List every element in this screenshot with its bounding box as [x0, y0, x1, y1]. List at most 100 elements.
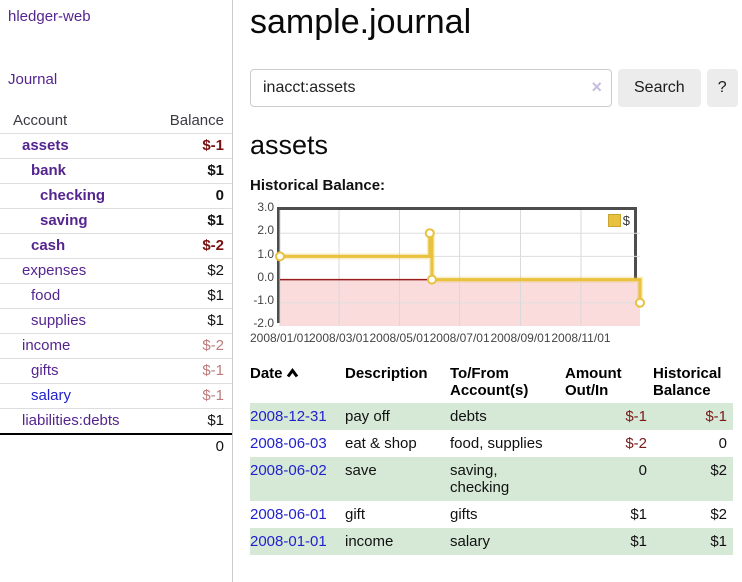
transaction-date-cell: 2008-06-03 — [250, 430, 345, 457]
y-axis-tick: 2.0 — [257, 223, 274, 238]
transaction-description-cell: gift — [345, 506, 366, 524]
page-title: sample.journal — [250, 3, 472, 41]
account-row: checking 0 — [0, 183, 232, 208]
account-balance: $-2 — [202, 337, 224, 354]
main-content: sample.journal × Search ? assets Histori… — [249, 0, 742, 556]
chart-legend: $ — [605, 212, 632, 230]
help-button[interactable]: ? — [706, 68, 738, 107]
transaction-description-cell: save — [345, 457, 450, 502]
accounts-table: Account Balance assets $-1 bank $1 checking 0… — [0, 108, 232, 459]
y-axis-tick: 0.0 — [257, 269, 274, 284]
transaction-amount-cell: $1 — [630, 506, 647, 524]
balance-chart: $ 3.0 2.0 1.0 0.0 -1.0 -2.0 2008/01/01 2008/03/… — [249, 200, 670, 346]
account-heading: assets — [250, 129, 329, 160]
account-row: bank $1 — [0, 158, 232, 183]
account-row: liabilities:debts $1 — [0, 408, 232, 433]
y-axis-tick: 1.0 — [257, 246, 274, 261]
account-link-income[interactable]: income — [22, 337, 71, 354]
account-link-saving[interactable]: saving — [40, 212, 88, 229]
account-row: salary $-1 — [0, 383, 232, 408]
account-link-checking[interactable]: checking — [40, 187, 106, 204]
transaction-date-link[interactable]: 2008-06-01 — [250, 506, 327, 524]
transaction-amount-cell: 0 — [565, 457, 653, 502]
account-link-cash[interactable]: cash — [31, 237, 66, 254]
sidebar: hledger-web Journal Account Balance asse… — [0, 0, 233, 582]
transaction-description-cell: eat & shop — [345, 435, 417, 453]
account-column-header: Account — [13, 112, 68, 129]
clear-search-icon[interactable]: × — [591, 76, 602, 97]
register-header-description: Description — [345, 365, 428, 383]
transaction-balance-cell: $1 — [653, 528, 733, 556]
transaction-amount-cell: $-2 — [625, 435, 647, 453]
transaction-date-link[interactable]: 2008-12-31 — [250, 408, 327, 426]
account-balance: $-2 — [202, 237, 224, 254]
chart-data-point[interactable] — [426, 274, 437, 285]
transaction-date-cell: 2008-12-31 — [250, 403, 345, 431]
transaction-amount-cell: $-1 — [565, 403, 653, 431]
account-link-bank[interactable]: bank — [31, 162, 67, 179]
account-link-liabilities-debts[interactable]: liabilities:debts — [22, 412, 120, 429]
chart-data-point[interactable] — [275, 251, 285, 262]
register-row: 2008-06-02 save saving, checking 0 $2 — [250, 457, 733, 502]
account-row: cash $-2 — [0, 233, 232, 258]
chart-plot-area[interactable]: $ — [275, 207, 645, 327]
accounts-table-header: Account Balance — [0, 108, 232, 133]
transaction-date-link[interactable]: 2008-01-01 — [250, 533, 327, 551]
register-header-accounts: To/From Account(s) — [450, 365, 529, 400]
register-body: 2008-12-31 pay off debts $-1 $-1 2008-06-03 ea… — [250, 403, 733, 556]
register-header-row: Date Description To/From Account(s) Amou… — [250, 363, 733, 403]
x-axis-tick: 2008/01/01 — [249, 331, 311, 346]
account-balance: $1 — [207, 412, 224, 429]
account-link-assets[interactable]: assets — [22, 137, 69, 154]
register-row: 2008-06-03 eat & shop food, supplies $-2 0 — [250, 430, 733, 457]
transaction-balance-cell: $2 — [653, 457, 733, 502]
transaction-date-link[interactable]: 2008-06-02 — [250, 462, 327, 480]
transaction-accounts-cell: gifts — [450, 506, 478, 524]
account-balance: $-1 — [202, 137, 224, 154]
transaction-accounts-cell: salary — [450, 528, 565, 556]
account-link-gifts[interactable]: gifts — [31, 362, 59, 379]
transaction-amount-cell: $1 — [565, 528, 653, 556]
search-button[interactable]: Search — [618, 68, 701, 107]
account-link-supplies[interactable]: supplies — [31, 312, 87, 329]
account-row: assets $-1 — [0, 133, 232, 158]
transaction-date-link[interactable]: 2008-06-03 — [250, 435, 327, 453]
x-axis-tick: 2008/05/01 — [369, 331, 430, 346]
chart-data-point[interactable] — [635, 297, 645, 308]
register-header-date[interactable]: Date — [250, 363, 345, 403]
account-link-salary[interactable]: salary — [31, 387, 72, 404]
x-axis-tick: 2008/03/01 — [309, 331, 370, 346]
register-row: 2008-06-01 gift gifts $1 $2 — [250, 501, 733, 528]
account-row: food $1 — [0, 283, 232, 308]
sidebar-item-journal[interactable]: Journal — [8, 71, 58, 88]
sort-ascending-icon — [286, 365, 299, 382]
transaction-description-cell: pay off — [345, 403, 450, 431]
x-axis-tick: 2008/07/01 — [429, 331, 490, 346]
account-link-expenses[interactable]: expenses — [22, 262, 87, 279]
balance-column-header: Balance — [169, 112, 224, 129]
accounts-table-body: assets $-1 bank $1 checking 0 saving $1 cash $-2 e… — [0, 133, 232, 433]
transaction-accounts-cell: debts — [450, 403, 565, 431]
transaction-balance-cell: $2 — [710, 506, 727, 524]
account-balance: $-1 — [202, 362, 224, 379]
search-input[interactable] — [250, 68, 612, 107]
transaction-date-cell: 2008-06-02 — [250, 457, 345, 502]
brand-link[interactable]: hledger-web — [8, 8, 91, 25]
chart-svg — [275, 210, 645, 327]
y-axis-tick: 3.0 — [257, 200, 274, 215]
account-row: saving $1 — [0, 208, 232, 233]
chart-title: Historical Balance: — [250, 177, 386, 195]
y-axis-tick: -1.0 — [253, 292, 274, 307]
chart-data-point[interactable] — [424, 228, 435, 239]
account-balance: $2 — [207, 262, 224, 279]
date-header-label: Date — [250, 365, 283, 383]
y-axis-tick: -2.0 — [253, 316, 274, 331]
transaction-accounts-cell: saving, checking — [450, 457, 565, 502]
search-box: × — [250, 68, 612, 107]
account-link-food[interactable]: food — [31, 287, 61, 304]
transaction-balance-cell: 0 — [718, 435, 727, 453]
account-row: supplies $1 — [0, 308, 232, 333]
legend-label: $ — [622, 213, 630, 229]
register-table: Date Description To/From Account(s) Amou… — [250, 363, 733, 556]
account-balance: $1 — [207, 212, 224, 229]
